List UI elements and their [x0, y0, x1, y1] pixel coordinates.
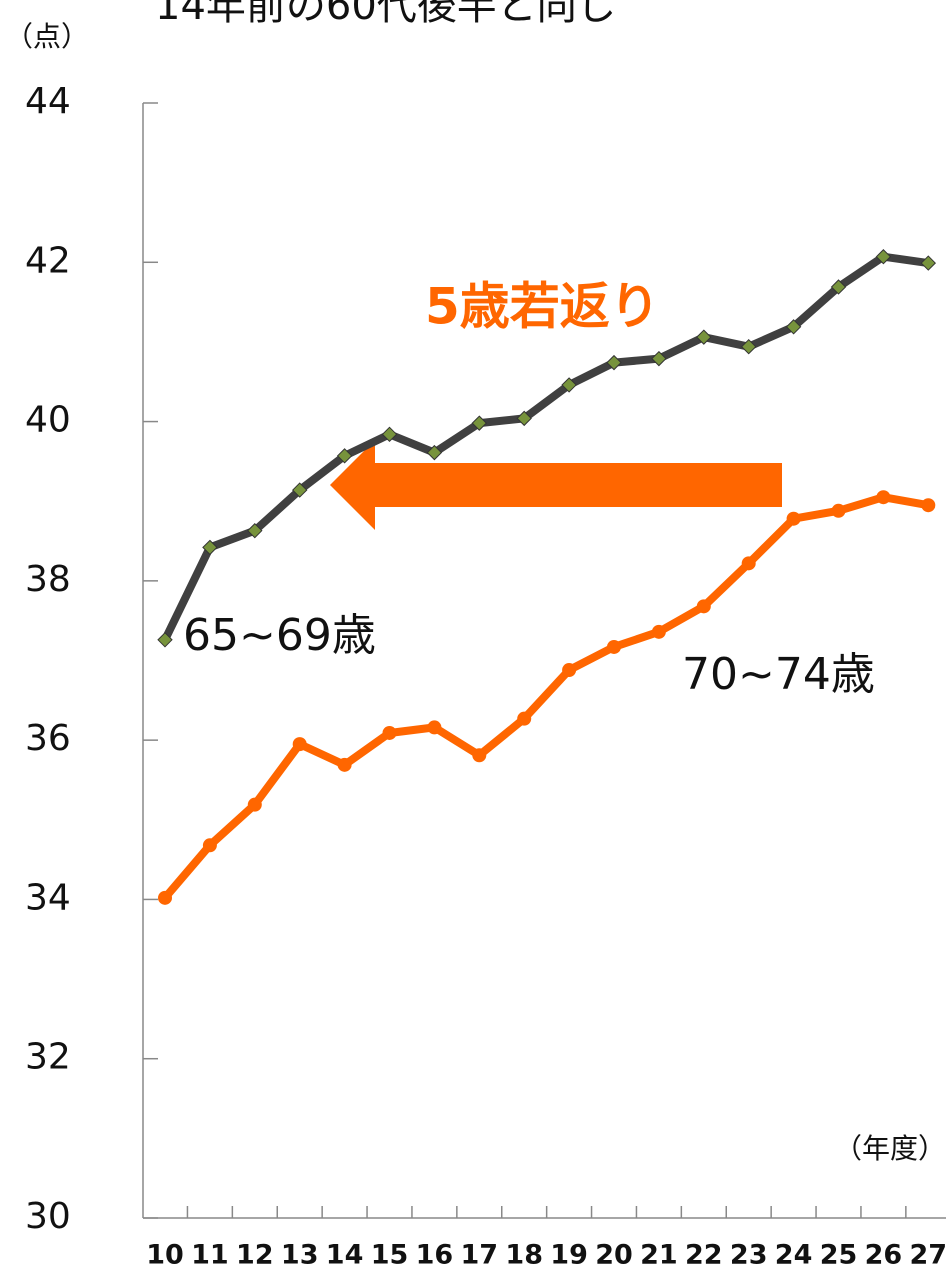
- y-tick-label: 44: [25, 81, 71, 122]
- y-tick-label: 34: [25, 877, 71, 918]
- point: [785, 319, 802, 335]
- point: [337, 757, 352, 772]
- arrow-head: [330, 440, 375, 530]
- point: [651, 624, 666, 639]
- point: [696, 329, 712, 345]
- y-axis-label: （点）: [5, 20, 89, 53]
- x-tick-label: 19: [550, 1240, 588, 1271]
- point: [561, 377, 577, 393]
- annotation: 5歳若返り: [425, 278, 660, 336]
- point: [875, 249, 892, 265]
- x-tick-label: 14: [326, 1240, 364, 1271]
- point: [471, 415, 488, 431]
- point: [696, 599, 711, 614]
- point: [157, 632, 173, 648]
- x-tick-label: 20: [595, 1240, 633, 1271]
- arrow-shaft: [370, 463, 782, 507]
- point: [830, 279, 847, 295]
- point: [921, 498, 936, 513]
- point: [158, 890, 172, 905]
- point: [336, 448, 353, 464]
- x-tick-label: 11: [191, 1240, 229, 1271]
- point: [382, 725, 397, 740]
- x-tick-label: 24: [775, 1240, 813, 1271]
- point: [202, 539, 218, 556]
- x-axis-label: （年度）: [834, 1132, 946, 1165]
- point: [247, 522, 263, 539]
- point: [381, 426, 398, 443]
- point: [292, 737, 307, 752]
- x-tick-label: 10: [146, 1240, 184, 1271]
- point: [516, 410, 532, 427]
- x-tick-label: 17: [461, 1240, 499, 1271]
- y-tick-label: 38: [25, 559, 71, 600]
- point: [607, 639, 621, 654]
- series-label: 70~74歳: [682, 649, 875, 700]
- x-tick-label: 27: [910, 1240, 946, 1271]
- point: [247, 797, 262, 812]
- point: [920, 255, 937, 271]
- x-tick-label: 18: [505, 1240, 543, 1271]
- point: [202, 838, 217, 853]
- point: [426, 444, 443, 461]
- x-tick-label: 12: [236, 1240, 274, 1271]
- point: [427, 720, 442, 735]
- point: [740, 339, 757, 355]
- arrow: [330, 440, 782, 530]
- y-tick-label: 32: [25, 1037, 71, 1078]
- y-tick-label: 40: [25, 400, 71, 441]
- x-tick-label: 16: [416, 1240, 454, 1271]
- x-tick-label: 13: [281, 1240, 319, 1271]
- point: [876, 490, 891, 505]
- point: [517, 711, 532, 726]
- series-line: [161, 493, 929, 901]
- point: [291, 482, 308, 498]
- x-tick-label: 21: [640, 1240, 678, 1271]
- point: [472, 748, 487, 763]
- x-tick-label: 26: [865, 1240, 903, 1271]
- point: [831, 503, 846, 518]
- x-tick-label: 23: [730, 1240, 768, 1271]
- x-tick-label: 22: [685, 1240, 723, 1271]
- y-tick-label: 36: [25, 718, 71, 759]
- x-tick-label: 15: [371, 1240, 409, 1271]
- point: [651, 350, 667, 367]
- y-tick-label: 30: [25, 1196, 71, 1237]
- point: [606, 354, 622, 371]
- chart-title: 14年前の60代後半と同じ: [155, 0, 617, 29]
- series-line: [161, 252, 929, 642]
- x-tick-label: 25: [820, 1240, 858, 1271]
- point: [562, 663, 577, 678]
- y-tick-label: 42: [25, 240, 71, 281]
- point: [786, 511, 801, 526]
- series-label: 65~69歳: [183, 610, 376, 661]
- point: [741, 556, 756, 571]
